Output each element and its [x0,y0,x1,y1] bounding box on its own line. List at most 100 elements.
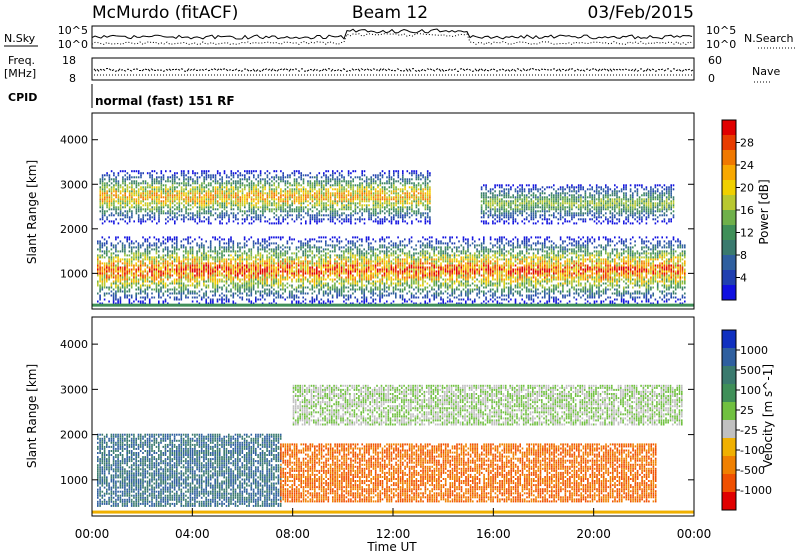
power-cell-3335 [440,262,442,264]
power-cell-2251 [330,287,332,289]
power-cell-4532 [562,277,564,279]
power-cell-136 [111,265,113,267]
power-cell-3731 [483,295,485,297]
power-cell-168 [113,244,115,246]
power-cell-1125 [212,256,214,258]
power-cell-1551 [257,287,259,289]
power-cell-1567 [257,250,259,252]
power-cell-111 [108,287,110,289]
power-cell-2034 [307,279,309,281]
power-cell-4291 [537,242,539,244]
power-cell-1827 [282,236,284,238]
power-cell-3391 [447,287,449,289]
power-cell-2449 [350,267,352,269]
power-cell-497 [147,252,149,254]
power-cell-3108 [418,275,420,277]
power-cell-2073 [312,289,314,291]
power-cell-4031 [512,277,514,279]
power-cell-3997 [508,252,510,254]
power-cell-1696 [271,279,273,281]
power-cell-842 [183,258,185,260]
power-cell-3939 [503,291,505,293]
power-cell-2598 [363,252,365,254]
power-cell-1194 [219,242,221,244]
power-cell-2567 [361,260,363,262]
power-cell-888 [187,252,189,254]
power-cell-3691 [476,244,478,246]
power-cell-2520 [357,260,359,262]
power-cell-341 [131,265,133,267]
power-cell-4558 [564,262,566,264]
power-cell-2321 [336,260,338,262]
power-cell-4526 [562,291,564,293]
power-cell-3008 [406,267,408,269]
power-cell-373 [135,285,137,287]
power-cell-2774 [382,244,384,246]
power-cell-1957 [298,262,300,264]
power-cell-3324 [440,291,442,293]
power-cell-3349 [442,285,444,287]
power-cell-2118 [316,281,318,283]
power-cell-598 [158,275,160,277]
power-cell-1239 [226,301,228,303]
power-cell-3374 [445,269,447,271]
freq-seg [331,69,333,71]
power-cell-2652 [370,283,372,285]
power-cell-2811 [386,273,388,275]
power-cell-2748 [379,260,381,262]
power-cell-64 [102,244,104,246]
power-cell-546 [154,281,156,283]
power-cell-2600 [366,301,368,303]
power-cell-4493 [558,262,560,264]
power-cell-2361 [341,269,343,271]
power-cell-2514 [357,273,359,275]
power-cell-982 [199,291,201,293]
power-cell-1856 [287,262,289,264]
power-cell-2388 [343,258,345,260]
power-cell-1274 [228,265,230,267]
power-cell-990 [199,269,201,271]
freq-seg [223,69,225,70]
power-cell-2481 [352,248,354,250]
power-cell-4199 [528,256,530,258]
power-cell-1541 [255,267,257,269]
power-cell-173 [115,293,117,295]
power-cell-734 [172,238,174,240]
power-cell-2696 [375,287,377,289]
power-cell-1240 [226,299,228,301]
power-cell-3302 [438,285,440,287]
power-cell-822 [181,262,183,264]
power-cell-2235 [327,275,329,277]
power-cell-2948 [400,248,402,250]
power-cell-1429 [244,252,246,254]
power-cell-3589 [467,291,469,293]
power-cell-3785 [488,281,490,283]
power-cell-636 [163,283,165,285]
power-cell-1381 [239,271,241,273]
power-cell-2220 [325,252,327,254]
power-cell-579 [156,256,158,258]
power-cell-2797 [384,250,386,252]
power-cell-3399 [447,265,449,267]
power-cell-4368 [546,279,548,281]
power-cell-3810 [490,273,492,275]
power-cell-834 [183,275,185,277]
power-cell-3646 [472,260,474,262]
power-cell-677 [167,291,169,293]
power-cell-1161 [217,281,219,283]
power-cell-4334 [542,242,544,244]
power-cell-2403 [345,269,347,271]
power-cell-1560 [257,269,259,271]
power-cell-2599 [363,248,365,250]
power-cell-2059 [309,262,311,264]
power-cell-2119 [316,279,318,281]
power-cell-595 [158,283,160,285]
power-cell-1233 [223,254,225,256]
power-cell-1398 [242,285,244,287]
power-cell-959 [196,287,198,289]
power-cell-3289 [436,260,438,262]
power-cell-343 [131,260,133,262]
power-cell-3958 [503,244,505,246]
power-cell-855 [185,277,187,279]
power-cell-2113 [316,297,318,299]
